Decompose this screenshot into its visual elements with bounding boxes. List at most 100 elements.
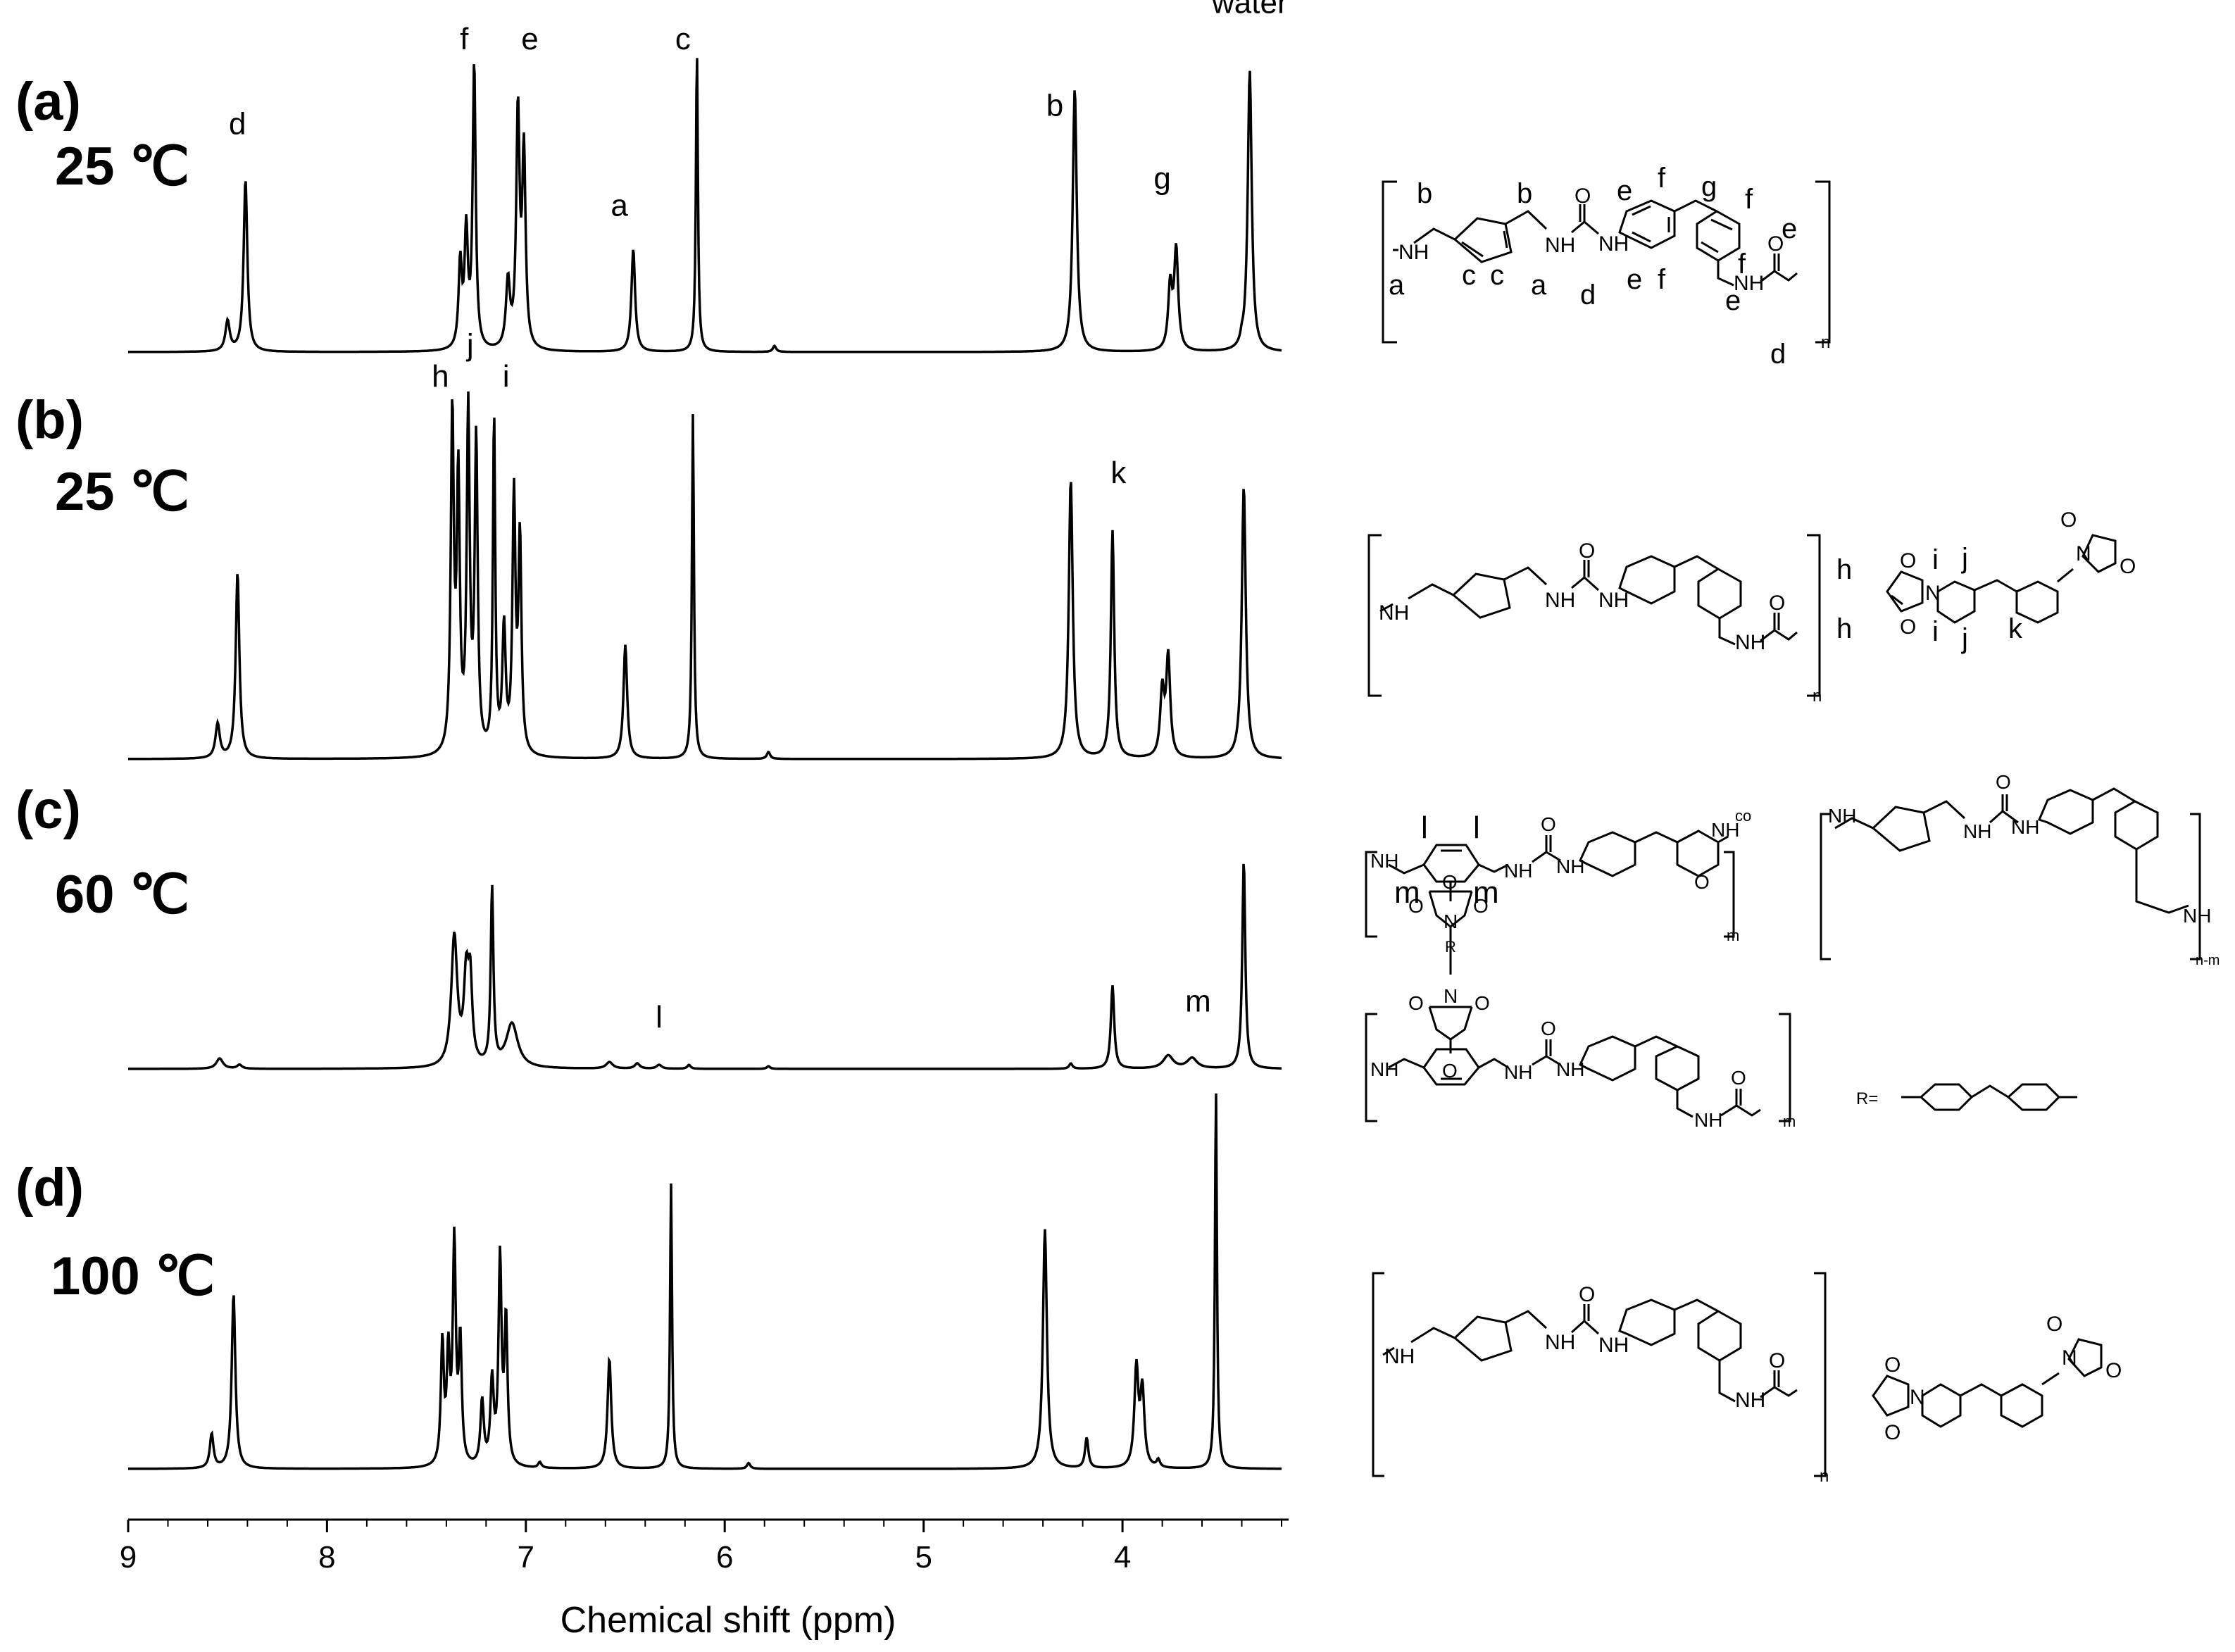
svg-text:n: n	[1813, 687, 1822, 706]
svg-text:O: O	[1694, 871, 1710, 893]
svg-text:NH: NH	[1735, 631, 1765, 654]
svg-text:m: m	[1473, 875, 1499, 910]
svg-text:O: O	[2046, 1313, 2062, 1336]
temp-label-b: 25 ℃	[55, 462, 189, 522]
svg-text:k: k	[2008, 613, 2023, 644]
svg-text:NH: NH	[2011, 816, 2039, 838]
svg-text:O: O	[2120, 555, 2136, 578]
temp-label-d: 100 ℃	[51, 1246, 215, 1306]
x-axis-title: Chemical shift (ppm)	[561, 1600, 896, 1641]
svg-text:N: N	[1925, 582, 1941, 605]
svg-text:O: O	[1579, 539, 1595, 563]
svg-text:b: b	[1517, 178, 1532, 209]
svg-text:NH: NH	[1384, 1345, 1415, 1368]
structure-c	[1365, 787, 2201, 1122]
peak-label-a-3: a	[611, 189, 628, 223]
svg-text:O: O	[1442, 871, 1458, 893]
svg-text:NH: NH	[1598, 232, 1629, 256]
svg-text:N: N	[1444, 985, 1458, 1007]
svg-text:O: O	[1884, 1353, 1901, 1377]
panel-label-c: (c)	[15, 780, 81, 840]
svg-text:NH: NH	[1504, 1061, 1532, 1083]
peak-label-b-3: k	[1110, 456, 1127, 490]
svg-text:n: n	[1820, 1467, 1829, 1486]
svg-text:NH: NH	[1711, 819, 1739, 841]
svg-text:O: O	[1473, 895, 1489, 917]
svg-text:d: d	[1580, 280, 1596, 311]
svg-text:NH: NH	[1545, 234, 1575, 257]
temp-label-c: 60 ℃	[55, 865, 189, 925]
svg-text:e: e	[1725, 285, 1741, 316]
svg-text:NH: NH	[1370, 850, 1398, 872]
structure-b	[1367, 534, 2117, 697]
svg-text:c: c	[1462, 260, 1476, 291]
svg-text:f: f	[1658, 163, 1666, 194]
peak-label-b-0: h	[432, 359, 449, 394]
svg-text:N: N	[1444, 911, 1458, 932]
peak-label-a-5: b	[1046, 89, 1063, 123]
svg-text:O: O	[2105, 1359, 2122, 1382]
x-tick-label: 7	[518, 1540, 534, 1575]
spectrum-line-a	[128, 58, 1282, 353]
svg-text:NH: NH	[1545, 589, 1575, 612]
panel-label-d: (d)	[15, 1158, 84, 1218]
svg-text:NH: NH	[1828, 805, 1856, 827]
svg-text:e: e	[1617, 175, 1632, 206]
x-ticks: 9 8 7 6 5 4	[120, 1520, 1282, 1575]
svg-text:O: O	[1579, 1283, 1595, 1306]
svg-text:b: b	[1417, 178, 1432, 209]
svg-text:i: i	[1932, 544, 1939, 575]
svg-text:j: j	[1961, 543, 1968, 574]
spectra-plot	[128, 58, 1282, 1470]
svg-text:a: a	[1389, 270, 1405, 301]
svg-text:NH: NH	[1598, 1334, 1629, 1357]
svg-text:h: h	[1836, 613, 1852, 644]
svg-text:e: e	[1627, 264, 1642, 295]
svg-text:NH: NH	[1398, 241, 1429, 264]
svg-text:l: l	[1421, 811, 1428, 845]
svg-text:NH: NH	[1379, 601, 1409, 625]
x-tick-label: 8	[318, 1540, 335, 1575]
peak-label-b-2: i	[503, 359, 510, 394]
svg-text:NH: NH	[1370, 1058, 1398, 1080]
peak-label-b-1: j	[465, 328, 474, 363]
structure-c-labels: l l m m	[1394, 811, 1499, 910]
svg-text:N: N	[2076, 542, 2091, 565]
svg-text:NH: NH	[1694, 1109, 1722, 1131]
svg-text:n-m: n-m	[2196, 953, 2220, 968]
svg-text:O: O	[1475, 992, 1490, 1014]
svg-text:R=: R=	[1856, 1089, 1878, 1108]
structure-b-labels: h i j h i j k	[1836, 543, 2023, 654]
x-tick-label: 6	[716, 1540, 733, 1575]
svg-text:O: O	[1769, 592, 1785, 615]
svg-text:O: O	[1408, 992, 1424, 1014]
x-tick-label: 5	[915, 1540, 932, 1575]
svg-text:l: l	[1473, 811, 1480, 845]
svg-text:O: O	[1408, 895, 1424, 917]
svg-text:N: N	[1910, 1386, 1925, 1409]
svg-text:R: R	[1445, 938, 1456, 956]
peak-labels: d f e a c b g water hji k l m	[229, 0, 1288, 1034]
svg-text:O: O	[1541, 813, 1556, 835]
svg-text:O: O	[1574, 184, 1591, 208]
svg-text:N: N	[2062, 1346, 2077, 1370]
svg-text:f: f	[1738, 249, 1746, 280]
svg-text:co: co	[1735, 807, 1751, 825]
svg-text:O: O	[1900, 615, 1916, 639]
svg-text:NH: NH	[1504, 860, 1532, 882]
svg-text:O: O	[1900, 549, 1916, 572]
panel-label-b: (b)	[15, 390, 84, 450]
svg-text:NH: NH	[1556, 856, 1584, 877]
structure-a-labels: b b e f g f e f e a c c a d e f d	[1389, 163, 1797, 370]
svg-text:NH: NH	[2183, 905, 2211, 927]
svg-text:m: m	[1727, 927, 1739, 944]
structure-b-text: NH NH O NH NH O n O O N N O O	[1379, 508, 2136, 706]
spectrum-line-b	[128, 391, 1282, 761]
peak-label-a-0: d	[229, 106, 246, 141]
temp-label-a: 25 ℃	[55, 137, 189, 196]
svg-text:O: O	[1767, 232, 1784, 256]
peak-label-a-6: g	[1153, 161, 1170, 196]
svg-text:O: O	[1731, 1067, 1746, 1089]
structure-a-text: NH NH O NH NH O n	[1398, 184, 1830, 352]
